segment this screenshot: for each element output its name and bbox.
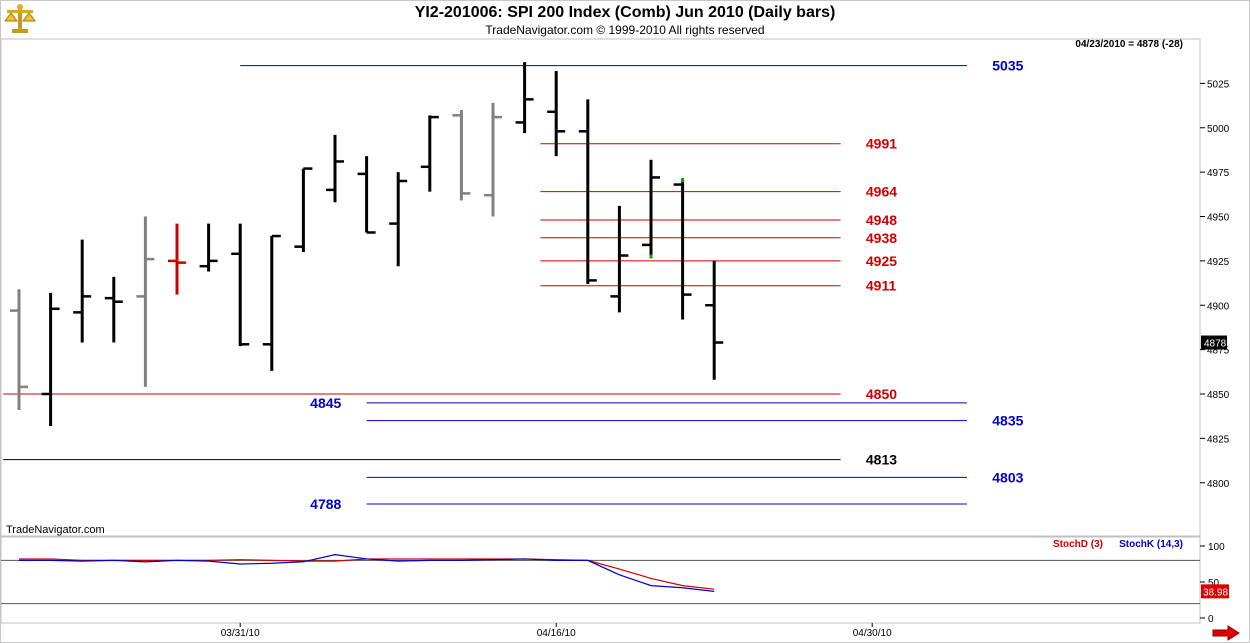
price-axis-tick-label: 4875 — [1207, 346, 1230, 357]
ohlc-bar — [420, 115, 439, 192]
ohlc-bar — [547, 70, 566, 157]
level-label-5035: 5035 — [992, 58, 1023, 74]
stochastic-panel[interactable] — [0, 536, 1201, 624]
level-label-4788: 4788 — [310, 496, 341, 512]
ohlc-bar — [357, 156, 376, 234]
time-axis-label: 04/16/10 — [537, 628, 576, 639]
price-axis-tick-label: 4925 — [1207, 257, 1230, 268]
ohlc-bar — [168, 223, 186, 295]
level-label-4835: 4835 — [992, 413, 1023, 429]
time-axis-label: 03/31/10 — [221, 628, 260, 639]
ohlc-bar — [262, 234, 281, 371]
level-label-4964: 4964 — [866, 184, 897, 200]
stoch-legend-0: StochD (3) — [1053, 539, 1103, 550]
price-panel[interactable] — [0, 38, 1201, 537]
ohlc-bar — [231, 223, 250, 347]
price-axis-tick-label: 5025 — [1207, 79, 1230, 90]
ohlc-bar — [10, 289, 28, 410]
price-axis-tick-label: 4900 — [1207, 301, 1230, 312]
ohlc-bar — [484, 102, 502, 217]
scales-logo-icon[interactable] — [3, 2, 37, 36]
stoch-legend-1: StochK (14,3) — [1119, 539, 1183, 550]
level-label-4813: 4813 — [866, 452, 897, 468]
copyright-text: TradeNavigator.com © 1999-2010 All right… — [485, 23, 765, 37]
ohlc-bar — [104, 276, 123, 343]
ohlc-bar — [136, 216, 155, 387]
stoch-line-1 — [19, 554, 715, 592]
price-axis-tick-label: 4950 — [1207, 213, 1230, 224]
scroll-right-icon[interactable] — [1212, 625, 1240, 641]
last-price-label: 4878 — [1204, 339, 1227, 350]
level-label-4991: 4991 — [866, 136, 897, 152]
level-label-4850: 4850 — [866, 386, 897, 402]
watermark-label: TradeNavigator.com — [6, 524, 105, 536]
price-axis-tick-label: 4825 — [1207, 434, 1230, 445]
ohlc-bar — [41, 292, 60, 426]
ohlc-bar — [642, 159, 660, 259]
chart-title: YI2-201006: SPI 200 Index (Comb) Jun 201… — [414, 4, 836, 21]
ohlc-bar — [199, 223, 218, 272]
stoch-axis-tick-label: 0 — [1208, 614, 1214, 625]
stoch-last-value-marker — [1201, 584, 1229, 599]
stoch-axis-tick-label: 50 — [1208, 578, 1220, 589]
price-axis-tick-label: 4850 — [1207, 390, 1230, 401]
price-axis-tick-label: 4800 — [1207, 479, 1230, 490]
level-label-4911: 4911 — [866, 278, 897, 294]
level-label-4938: 4938 — [866, 230, 897, 246]
stoch-axis-tick-label: 100 — [1208, 542, 1225, 553]
ohlc-bar — [610, 205, 629, 313]
level-label-4803: 4803 — [992, 469, 1023, 485]
stoch-last-value-label: 38.98 — [1203, 587, 1228, 598]
level-label-4925: 4925 — [866, 253, 897, 269]
ohlc-bar — [389, 172, 408, 267]
ohlc-bar — [515, 62, 534, 134]
level-label-4948: 4948 — [866, 212, 897, 228]
level-label-4845: 4845 — [310, 395, 341, 411]
time-axis-label: 04/30/10 — [853, 628, 892, 639]
last-price-marker — [1201, 335, 1227, 350]
ohlc-bar — [326, 134, 344, 203]
ohlc-bar — [673, 178, 692, 320]
ohlc-bar — [294, 167, 313, 252]
ohlc-bar — [73, 239, 92, 343]
ohlc-bar — [452, 110, 471, 201]
last-price-info: 04/23/2010 = 4878 (-28) — [1075, 39, 1183, 50]
price-axis-tick-label: 5000 — [1207, 124, 1230, 135]
ohlc-bar — [578, 99, 597, 284]
price-axis-tick-label: 4975 — [1207, 168, 1230, 179]
ohlc-bar — [705, 260, 724, 380]
